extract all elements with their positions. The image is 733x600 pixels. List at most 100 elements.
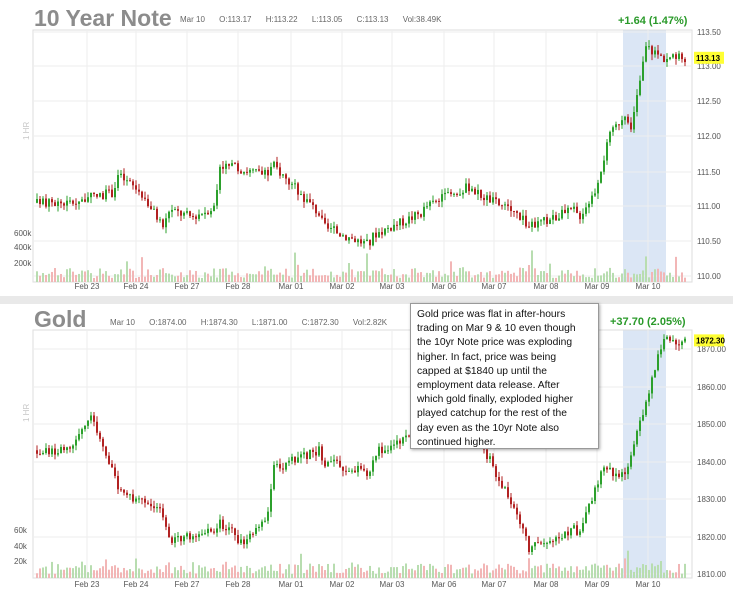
volume-bar — [54, 268, 56, 282]
volume-bar — [273, 570, 275, 578]
volume-bar — [540, 565, 542, 578]
volume-bar — [51, 561, 53, 578]
candle-body — [144, 498, 146, 503]
candle-body — [69, 447, 71, 449]
volume-bar — [183, 277, 185, 282]
candle-body — [252, 533, 254, 535]
volume-bar — [366, 570, 368, 578]
volume-bar — [120, 269, 122, 282]
volume-bar — [51, 271, 53, 282]
volume-bar — [198, 277, 200, 282]
candle-body — [372, 232, 374, 246]
volume-bar — [582, 274, 584, 282]
volume-bar — [348, 263, 350, 282]
volume-bar — [45, 274, 47, 282]
candle-body — [621, 472, 623, 477]
volume-bar — [111, 566, 113, 578]
volume-bar — [321, 275, 323, 282]
volume-bar — [384, 572, 386, 578]
volume-bar — [276, 274, 278, 282]
candle-body — [585, 207, 587, 214]
volume-bar — [579, 569, 581, 578]
volume-bar — [684, 277, 686, 282]
volume-bar — [390, 274, 392, 282]
candle-body — [435, 200, 437, 202]
y-tick-label: 113.50 — [697, 28, 721, 37]
candle-body — [102, 438, 104, 447]
candle-body — [63, 203, 65, 206]
candle-body — [342, 235, 344, 237]
candle-body — [504, 204, 506, 206]
candle-body — [408, 435, 410, 437]
candle-body — [684, 59, 686, 63]
volume-bar — [462, 267, 464, 282]
candle-body — [63, 447, 65, 451]
candle-body — [669, 336, 671, 341]
candle-body — [150, 503, 152, 507]
last-price-label: 1872.30 — [696, 336, 725, 345]
candle-body — [228, 527, 230, 531]
candle-body — [657, 50, 659, 55]
volume-bar — [627, 550, 629, 578]
volume-bar — [615, 277, 617, 282]
volume-bar — [621, 273, 623, 282]
candle-body — [519, 212, 521, 220]
candle-body — [54, 448, 56, 455]
candle-body — [603, 160, 605, 172]
candle-body — [507, 204, 509, 207]
candle-body — [426, 206, 428, 208]
candle-body — [234, 528, 236, 536]
candle-body — [117, 175, 119, 188]
candle-body — [534, 542, 536, 547]
volume-bar — [282, 274, 284, 282]
x-tick-label: Mar 03 — [380, 282, 405, 291]
volume-bar — [291, 573, 293, 578]
candle-body — [594, 193, 596, 196]
candle-body — [90, 415, 92, 421]
volume-bar — [681, 272, 683, 282]
candle-body — [678, 344, 680, 346]
candle-body — [174, 537, 176, 543]
volume-bar — [561, 270, 563, 282]
volume-bar — [648, 277, 650, 282]
candle-body — [159, 219, 161, 221]
volume-bar — [537, 566, 539, 578]
candle-body — [573, 206, 575, 209]
candle-body — [312, 449, 314, 452]
candle-body — [405, 223, 407, 226]
candle-body — [588, 503, 590, 513]
candle-body — [306, 199, 308, 202]
candle-body — [456, 193, 458, 195]
volume-bar — [459, 569, 461, 578]
volume-bar — [300, 553, 302, 578]
volume-bar — [135, 277, 137, 282]
candle-body — [192, 215, 194, 217]
candle-body — [141, 498, 143, 500]
volume-bar — [135, 558, 137, 578]
candle-body — [171, 209, 173, 212]
volume-bar — [486, 565, 488, 578]
note-panel: 10 Year Note Mar 10 O:113.17 H:113.22 L:… — [0, 0, 733, 296]
volume-bar — [264, 566, 266, 578]
candle-body — [279, 464, 281, 469]
gold-ohlc-volume: Vol:2.82K — [352, 318, 388, 327]
volume-bar — [546, 273, 548, 282]
candle-body — [678, 53, 680, 59]
volume-bar — [678, 276, 680, 282]
candle-body — [381, 232, 383, 235]
y-tick-label: 1810.00 — [697, 570, 726, 579]
volume-bar — [186, 573, 188, 578]
volume-bar — [240, 566, 242, 578]
volume-bar — [477, 274, 479, 282]
volume-bar — [375, 573, 377, 578]
volume-bar — [339, 276, 341, 282]
candle-body — [345, 235, 347, 241]
candle-body — [588, 203, 590, 208]
candle-body — [204, 533, 206, 535]
candle-body — [282, 468, 284, 470]
candle-body — [234, 163, 236, 165]
candle-body — [531, 546, 533, 552]
volume-bar — [387, 571, 389, 578]
candle-body — [387, 227, 389, 229]
annotation-line: Gold price was flat in after-hours — [417, 309, 566, 320]
